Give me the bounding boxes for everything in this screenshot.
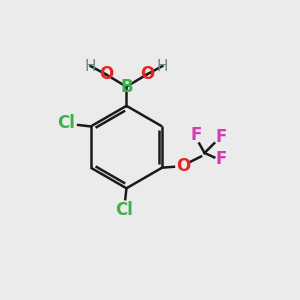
Text: F: F	[215, 128, 226, 146]
Text: Cl: Cl	[115, 201, 133, 219]
Text: H: H	[85, 58, 96, 74]
Text: O: O	[99, 65, 113, 83]
Text: F: F	[215, 150, 226, 168]
Text: B: B	[120, 78, 133, 96]
Text: O: O	[140, 65, 154, 83]
Text: Cl: Cl	[57, 115, 75, 133]
Text: O: O	[176, 157, 190, 175]
Text: F: F	[190, 126, 202, 144]
Text: H: H	[157, 58, 168, 74]
